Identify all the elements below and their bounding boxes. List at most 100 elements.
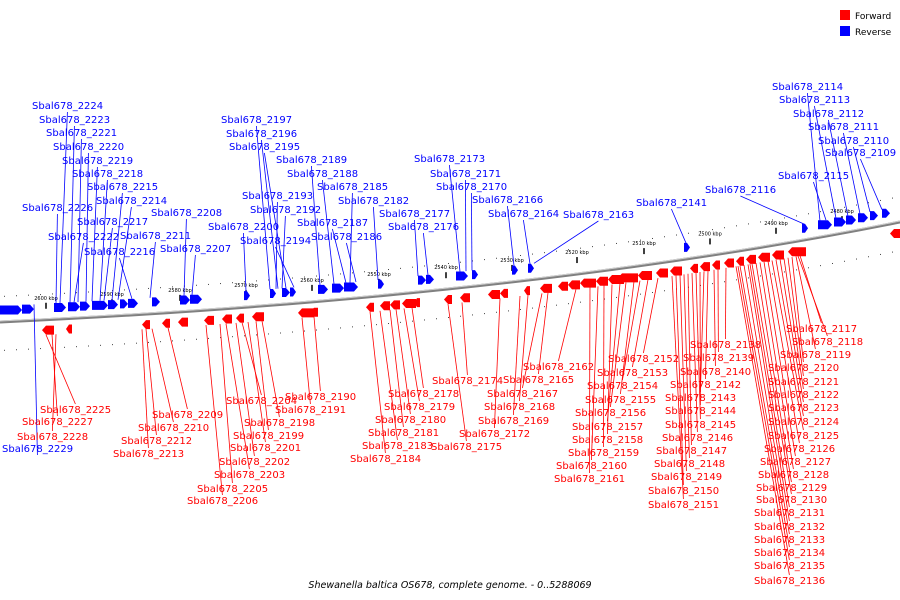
gene-label[interactable]: Sbal678_2156	[575, 408, 646, 419]
gene-label[interactable]: Sbal678_2178	[388, 389, 459, 400]
gene-label[interactable]: Sbal678_2165	[503, 375, 574, 386]
gene-label[interactable]: Sbal678_2200	[208, 222, 279, 233]
gene-label[interactable]: Sbal678_2218	[72, 169, 143, 180]
gene-label[interactable]: Sbal678_2151	[648, 500, 719, 511]
gene-label[interactable]: Sbal678_2144	[665, 406, 736, 417]
gene-label[interactable]: Sbal678_2180	[375, 415, 446, 426]
gene-label[interactable]: Sbal678_2113	[779, 95, 850, 106]
gene-label[interactable]: Sbal678_2174	[432, 376, 503, 387]
gene-label[interactable]: Sbal678_2127	[760, 457, 831, 468]
gene-label[interactable]: Sbal678_2216	[84, 247, 155, 258]
gene-label[interactable]: Sbal678_2195	[229, 142, 300, 153]
gene-label[interactable]: Sbal678_2136	[754, 576, 825, 587]
gene-label[interactable]: Sbal678_2135	[754, 561, 825, 572]
gene-label[interactable]: Sbal678_2181	[368, 428, 439, 439]
gene-label[interactable]: Sbal678_2228	[17, 432, 88, 443]
gene-label[interactable]: Sbal678_2184	[350, 454, 421, 465]
gene-label[interactable]: Sbal678_2111	[808, 122, 879, 133]
gene-label[interactable]: Sbal678_2117	[786, 324, 857, 335]
gene-label[interactable]: Sbal678_2221	[46, 128, 117, 139]
gene-label[interactable]: Sbal678_2163	[563, 210, 634, 221]
gene-label[interactable]: Sbal678_2207	[160, 244, 231, 255]
gene-label[interactable]: Sbal678_2145	[665, 420, 736, 431]
gene-label[interactable]: Sbal678_2116	[705, 185, 776, 196]
gene-label[interactable]: Sbal678_2124	[768, 417, 839, 428]
gene-label[interactable]: Sbal678_2198	[244, 418, 315, 429]
gene-label[interactable]: Sbal678_2214	[96, 196, 167, 207]
gene-label[interactable]: Sbal678_2112	[793, 109, 864, 120]
gene-label[interactable]: Sbal678_2138	[690, 340, 761, 351]
gene-label[interactable]: Sbal678_2142	[670, 380, 741, 391]
gene-label[interactable]: Sbal678_2182	[338, 196, 409, 207]
gene-label[interactable]: Sbal678_2143	[665, 393, 736, 404]
gene-label[interactable]: Sbal678_2189	[276, 155, 347, 166]
gene-label[interactable]: Sbal678_2194	[240, 236, 311, 247]
gene-label[interactable]: Sbal678_2114	[772, 82, 843, 93]
gene-label[interactable]: Sbal678_2121	[768, 377, 839, 388]
gene-label[interactable]: Sbal678_2224	[32, 101, 103, 112]
gene-label[interactable]: Sbal678_2205	[197, 484, 268, 495]
gene-label[interactable]: Sbal678_2196	[226, 129, 297, 140]
gene-label[interactable]: Sbal678_2125	[768, 431, 839, 442]
gene-label[interactable]: Sbal678_2217	[77, 217, 148, 228]
gene-label[interactable]: Sbal678_2226	[22, 203, 93, 214]
gene-label[interactable]: Sbal678_2171	[430, 169, 501, 180]
gene-label[interactable]: Sbal678_2110	[818, 136, 889, 147]
gene-label[interactable]: Sbal678_2162	[523, 362, 594, 373]
gene-label[interactable]: Sbal678_2204	[226, 396, 297, 407]
gene-label[interactable]: Sbal678_2147	[656, 446, 727, 457]
gene-label[interactable]: Sbal678_2123	[768, 403, 839, 414]
gene-label[interactable]: Sbal678_2122	[768, 390, 839, 401]
gene-label[interactable]: Sbal678_2202	[219, 457, 290, 468]
gene-label[interactable]: Sbal678_2161	[554, 474, 625, 485]
gene-label[interactable]: Sbal678_2140	[680, 367, 751, 378]
gene-label[interactable]: Sbal678_2157	[572, 422, 643, 433]
gene-label[interactable]: Sbal678_2225	[40, 405, 111, 416]
gene-label[interactable]: Sbal678_2154	[587, 381, 658, 392]
gene-label[interactable]: Sbal678_2167	[487, 389, 558, 400]
gene-label[interactable]: Sbal678_2208	[151, 208, 222, 219]
gene-label[interactable]: Sbal678_2185	[317, 182, 388, 193]
gene-label[interactable]: Sbal678_2175	[431, 442, 502, 453]
gene-label[interactable]: Sbal678_2215	[87, 182, 158, 193]
gene-label[interactable]: Sbal678_2210	[138, 423, 209, 434]
gene-label[interactable]: Sbal678_2222	[48, 232, 119, 243]
gene-label[interactable]: Sbal678_2146	[662, 433, 733, 444]
gene-label[interactable]: Sbal678_2188	[287, 169, 358, 180]
gene-label[interactable]: Sbal678_2227	[22, 417, 93, 428]
gene-label[interactable]: Sbal678_2115	[778, 171, 849, 182]
gene-label[interactable]: Sbal678_2126	[764, 444, 835, 455]
gene-label[interactable]: Sbal678_2190	[285, 392, 356, 403]
gene-label[interactable]: Sbal678_2191	[275, 405, 346, 416]
gene-label[interactable]: Sbal678_2183	[362, 441, 433, 452]
gene-label[interactable]: Sbal678_2139	[683, 353, 754, 364]
gene-label[interactable]: Sbal678_2119	[780, 350, 851, 361]
gene-label[interactable]: Sbal678_2176	[388, 222, 459, 233]
gene-label[interactable]: Sbal678_2120	[768, 363, 839, 374]
gene-label[interactable]: Sbal678_2109	[825, 148, 896, 159]
gene-label[interactable]: Sbal678_2177	[379, 209, 450, 220]
gene-label[interactable]: Sbal678_2199	[233, 431, 304, 442]
gene-label[interactable]: Sbal678_2149	[651, 472, 722, 483]
gene-label[interactable]: Sbal678_2168	[484, 402, 555, 413]
gene-label[interactable]: Sbal678_2172	[459, 429, 530, 440]
gene-label[interactable]: Sbal678_2209	[152, 410, 223, 421]
gene-label[interactable]: Sbal678_2134	[754, 548, 825, 559]
gene-label[interactable]: Sbal678_2173	[414, 154, 485, 165]
gene-label[interactable]: Sbal678_2203	[214, 470, 285, 481]
gene-label[interactable]: Sbal678_2159	[568, 448, 639, 459]
gene-label[interactable]: Sbal678_2160	[556, 461, 627, 472]
gene-label[interactable]: Sbal678_2229	[2, 444, 73, 455]
gene-label[interactable]: Sbal678_2131	[754, 508, 825, 519]
gene-label[interactable]: Sbal678_2197	[221, 115, 292, 126]
gene-label[interactable]: Sbal678_2223	[39, 115, 110, 126]
gene-label[interactable]: Sbal678_2219	[62, 156, 133, 167]
gene-label[interactable]: Sbal678_2170	[436, 182, 507, 193]
gene-label[interactable]: Sbal678_2128	[758, 470, 829, 481]
gene-label[interactable]: Sbal678_2150	[648, 486, 719, 497]
gene-label[interactable]: Sbal678_2193	[242, 191, 313, 202]
gene-label[interactable]: Sbal678_2201	[230, 443, 301, 454]
gene-label[interactable]: Sbal678_2130	[756, 495, 827, 506]
gene-label[interactable]: Sbal678_2212	[121, 436, 192, 447]
gene-label[interactable]: Sbal678_2164	[488, 209, 559, 220]
